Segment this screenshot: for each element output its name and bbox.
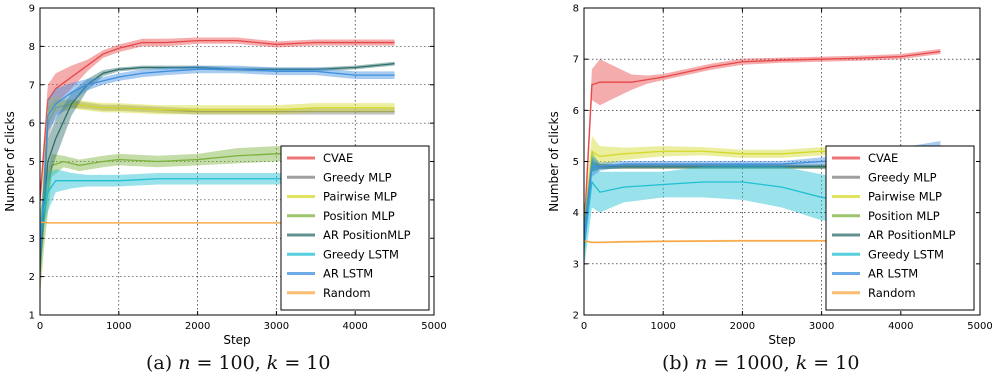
caption-a-eq2: = 10	[278, 352, 331, 374]
legend-label-ar-positionmlp: AR PositionMLP	[868, 228, 956, 242]
legend-label-ar-lstm: AR LSTM	[868, 267, 918, 281]
caption-b-k: k	[795, 352, 808, 374]
x-tick-label: 5000	[421, 321, 446, 332]
legend: CVAE Greedy MLP Pairwise MLP Position MLP AR…	[280, 145, 430, 311]
legend-label-position-mlp: Position MLP	[868, 209, 940, 223]
caption-a-label: (a)	[146, 352, 173, 374]
legend-label-pairwise-mlp: Pairwise MLP	[323, 190, 397, 204]
caption-a-k: k	[266, 352, 279, 374]
legend-label-cvae: CVAE	[868, 151, 898, 165]
x-tick-label: 4000	[342, 321, 367, 332]
chart-panel-1: 0 1000 2000 3000 4000 5000 1 2 3 4 5 6 7 8 9 Step Number…	[3, 4, 447, 348]
x-tick-label: 3000	[809, 321, 834, 332]
y-tick-label: 4	[573, 208, 579, 219]
legend-label-random: Random	[323, 286, 371, 300]
x-tick-label: 1000	[650, 321, 675, 332]
x-tick-label: 0	[581, 321, 587, 332]
y-tick-label: 6	[29, 119, 35, 130]
legend-label-ar-positionmlp: AR PositionMLP	[323, 228, 411, 242]
x-axis-label: Step	[223, 333, 250, 347]
legend-label-greedy-mlp: Greedy MLP	[868, 170, 937, 184]
series-line-ar-positionmlp	[40, 62, 395, 258]
y-tick-label: 5	[573, 157, 579, 168]
y-tick-label: 2	[573, 311, 579, 322]
x-tick-label: 0	[37, 321, 43, 332]
legend: CVAE Greedy MLP Pairwise MLP Position MLP AR…	[825, 145, 975, 311]
y-tick-label: 8	[573, 4, 579, 15]
x-axis-label: Step	[768, 333, 795, 347]
legend-label-ar-lstm: AR LSTM	[323, 267, 373, 281]
y-tick-label: 3	[573, 259, 579, 270]
x-tick-label: 1000	[106, 321, 131, 332]
legend-label-random: Random	[868, 286, 916, 300]
x-tick-label: 2000	[730, 321, 755, 332]
caption-a-n: n	[178, 352, 191, 374]
y-tick-label: 7	[29, 80, 35, 91]
band-cvae	[584, 48, 941, 249]
series-line-cvae	[584, 50, 941, 234]
y-tick-label: 2	[29, 272, 35, 283]
y-axis-label: Number of clicks	[547, 111, 561, 211]
legend-box	[825, 145, 975, 311]
band-pairwise-mlp	[40, 96, 395, 250]
y-tick-label: 8	[29, 42, 35, 53]
caption-b-eq2: = 10	[807, 352, 860, 374]
y-tick-label: 1	[29, 311, 35, 322]
chart-panel-2: 0 1000 2000 3000 4000 5000 2 3 4 5 6 7 8 Step Number o…	[547, 4, 993, 348]
y-tick-label: 3	[29, 234, 35, 245]
caption-b-eq1: = 1000,	[707, 352, 796, 374]
band-ar-lstm	[40, 65, 395, 273]
legend-label-position-mlp: Position MLP	[323, 209, 395, 223]
y-tick-label: 4	[29, 195, 35, 206]
legend-label-cvae: CVAE	[323, 151, 353, 165]
caption-b-label: (b)	[662, 352, 689, 374]
y-tick-label: 5	[29, 157, 35, 168]
x-tick-label: 5000	[967, 321, 992, 332]
legend-box	[280, 145, 430, 311]
caption-b-n: n	[695, 352, 708, 374]
y-tick-label: 9	[29, 4, 35, 15]
y-axis-label: Number of clicks	[3, 111, 17, 211]
series-line-ar-lstm	[40, 68, 395, 258]
legend-label-greedy-mlp: Greedy MLP	[323, 170, 392, 184]
caption-a: (a) n = 100, k = 10	[146, 352, 331, 374]
caption-b: (b) n = 1000, k = 10	[662, 352, 859, 374]
y-tick-label: 7	[573, 55, 579, 66]
caption-a-eq1: = 100,	[190, 352, 267, 374]
series-line-cvae	[40, 39, 395, 200]
x-tick-label: 3000	[264, 321, 289, 332]
y-tick-label: 6	[573, 106, 579, 117]
x-tick-label: 2000	[185, 321, 210, 332]
legend-label-pairwise-mlp: Pairwise MLP	[868, 190, 942, 204]
legend-label-greedy-lstm: Greedy LSTM	[323, 247, 399, 261]
series-line-pairwise-mlp	[40, 103, 395, 239]
x-tick-label: 4000	[888, 321, 913, 332]
legend-label-greedy-lstm: Greedy LSTM	[868, 247, 944, 261]
